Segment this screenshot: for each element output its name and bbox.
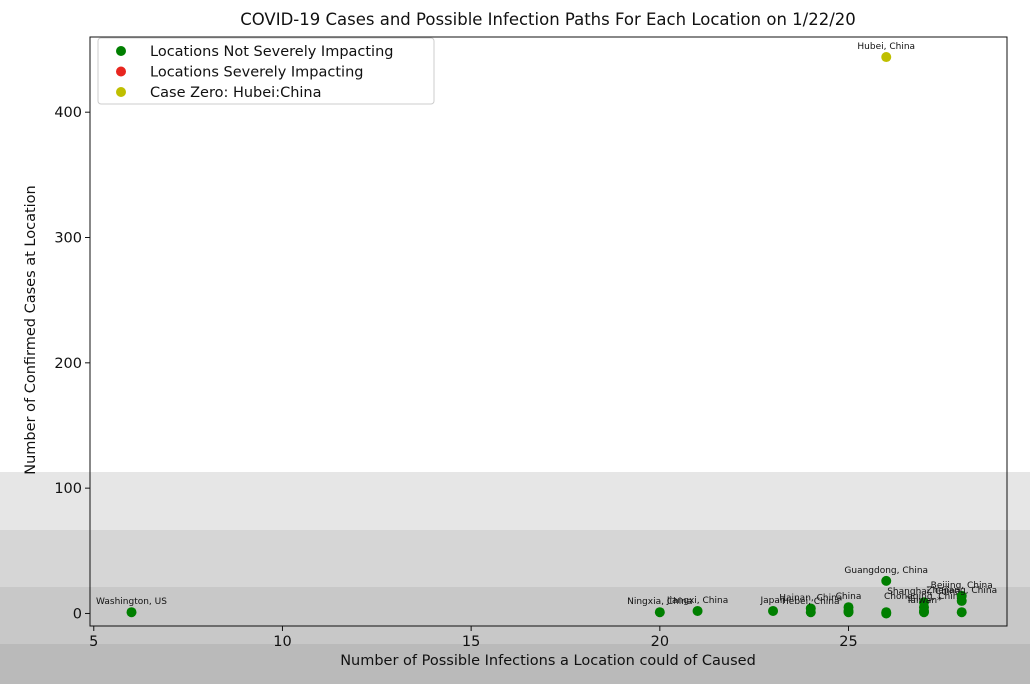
x-tick-label: 20 <box>651 634 669 650</box>
chart-title: COVID-19 Cases and Possible Infection Pa… <box>240 10 856 29</box>
data-point <box>692 605 703 616</box>
legend-box <box>97 37 435 105</box>
data-point <box>881 575 892 586</box>
screenshot-fade-band-1 <box>0 472 1030 530</box>
point-label: China <box>836 592 862 602</box>
x-tick-label: 15 <box>462 634 480 650</box>
data-point <box>918 607 929 618</box>
data-point <box>805 607 816 618</box>
legend-marker <box>116 87 126 97</box>
x-tick-label: 5 <box>89 634 98 650</box>
legend: Locations Not Severely Impacting Location… <box>97 37 435 105</box>
data-point <box>956 607 967 618</box>
point-label: Taiwan* <box>905 596 942 606</box>
point-label: Jiangxi, China <box>666 596 728 606</box>
screenshot-fade-band-4 <box>0 644 1030 684</box>
screenshot-fade-band-3 <box>0 587 1030 644</box>
data-point <box>956 595 967 606</box>
x-axis: 5 10 15 20 25 <box>89 626 858 650</box>
point-label: Hubei, China <box>857 42 915 52</box>
data-point <box>881 608 892 619</box>
y-axis-label: Number of Confirmed Cases at Location <box>23 185 39 474</box>
y-tick-label: 400 <box>54 105 82 121</box>
legend-label: Locations Severely Impacting <box>150 65 363 81</box>
x-axis-label: Number of Possible Infections a Location… <box>340 653 756 669</box>
data-point <box>881 52 892 63</box>
point-label: Beijing, China <box>931 581 993 591</box>
x-tick-label: 10 <box>273 634 291 650</box>
point-label: Guangdong, China <box>844 566 928 576</box>
legend-marker <box>116 66 126 77</box>
legend-label: Locations Not Severely Impacting <box>150 44 393 60</box>
y-tick-label: 300 <box>54 231 82 247</box>
point-label: Chongqing, China <box>884 592 964 602</box>
point-label: Washington, US <box>96 597 167 607</box>
y-tick-label: 200 <box>54 356 82 372</box>
data-point <box>126 607 137 618</box>
y-tick-label: 100 <box>54 481 82 497</box>
legend-marker <box>116 46 126 56</box>
screenshot-fade-band-2 <box>0 530 1030 587</box>
plot-area <box>89 36 1008 627</box>
y-axis: 0 100 200 300 400 <box>54 105 90 622</box>
y-tick-label: 0 <box>73 606 82 622</box>
data-point <box>768 605 779 616</box>
legend-entries: Locations Not Severely Impacting Location… <box>116 44 393 101</box>
legend-label: Case Zero: Hubei:China <box>150 85 322 101</box>
point-label: Shanghai, China <box>887 587 961 597</box>
data-point <box>654 607 665 618</box>
data-point <box>843 607 854 618</box>
point-label: Japan <box>759 596 785 606</box>
point-label: Hebei, China <box>782 597 840 607</box>
point-label: Zhejiang, China <box>926 586 997 596</box>
point-label: Hainan, China <box>779 593 842 603</box>
point-label: Ningxia, China <box>627 597 692 607</box>
x-tick-label: 25 <box>839 634 857 650</box>
